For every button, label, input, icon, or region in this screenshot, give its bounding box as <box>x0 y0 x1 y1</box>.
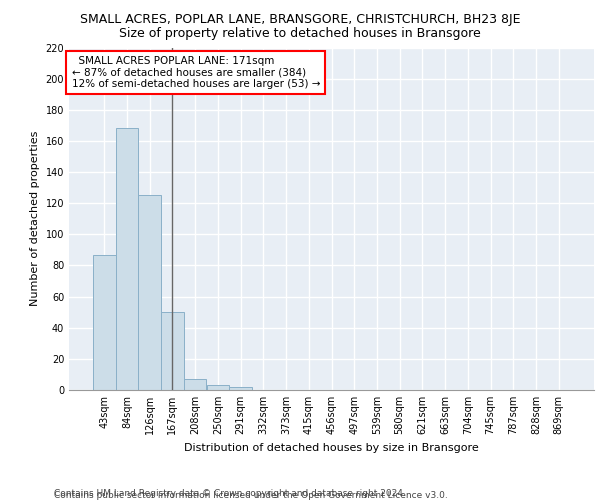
Bar <box>93 254 116 390</box>
Y-axis label: Number of detached properties: Number of detached properties <box>30 131 40 306</box>
Bar <box>184 379 206 390</box>
Bar <box>139 196 161 390</box>
Text: Contains HM Land Registry data © Crown copyright and database right 2024.: Contains HM Land Registry data © Crown c… <box>54 488 406 498</box>
Text: Contains public sector information licensed under the Open Government Licence v3: Contains public sector information licen… <box>54 491 448 500</box>
Bar <box>206 386 229 390</box>
Text: Size of property relative to detached houses in Bransgore: Size of property relative to detached ho… <box>119 28 481 40</box>
Bar <box>116 128 139 390</box>
Bar <box>229 387 252 390</box>
X-axis label: Distribution of detached houses by size in Bransgore: Distribution of detached houses by size … <box>184 442 479 452</box>
Text: SMALL ACRES POPLAR LANE: 171sqm
← 87% of detached houses are smaller (384)
12% o: SMALL ACRES POPLAR LANE: 171sqm ← 87% of… <box>71 56 320 90</box>
Text: SMALL ACRES, POPLAR LANE, BRANSGORE, CHRISTCHURCH, BH23 8JE: SMALL ACRES, POPLAR LANE, BRANSGORE, CHR… <box>80 12 520 26</box>
Bar <box>161 312 184 390</box>
